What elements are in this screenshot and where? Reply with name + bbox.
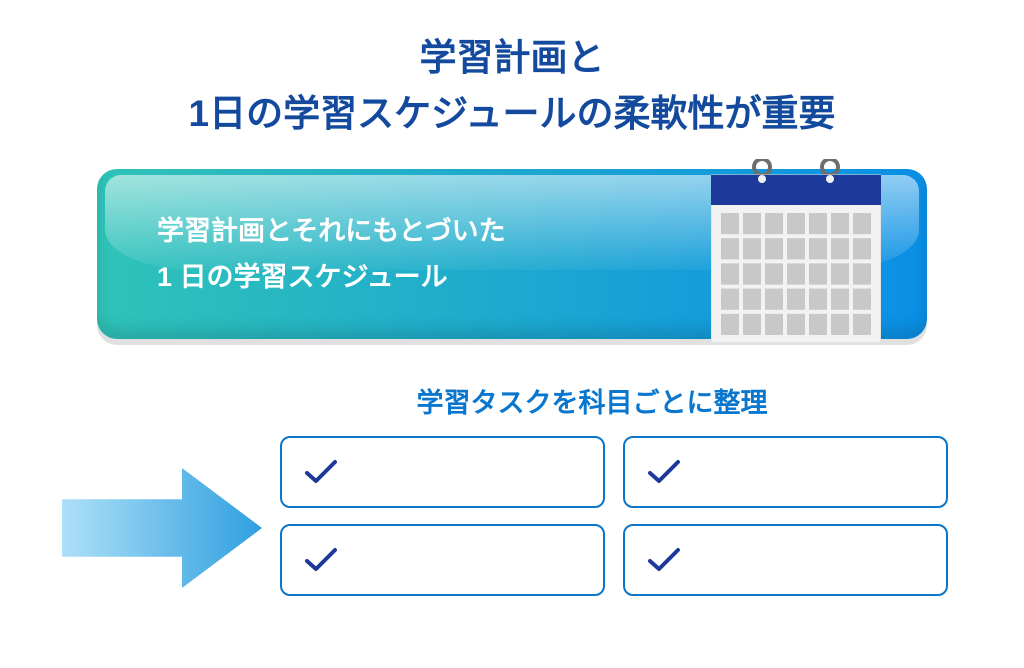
title-line-1: 学習計画と bbox=[0, 30, 1024, 86]
check-icon bbox=[304, 458, 338, 486]
check-icon bbox=[647, 546, 681, 574]
check-icon bbox=[304, 546, 338, 574]
task-box bbox=[280, 436, 605, 508]
task-box bbox=[280, 524, 605, 596]
subtitle: 学習タスクを科目ごとに整理 bbox=[0, 381, 1024, 420]
banner-line-2: 1 日の学習スケジュール bbox=[157, 255, 506, 301]
check-icon bbox=[647, 458, 681, 486]
banner-text: 学習計画とそれにもとづいた 1 日の学習スケジュール bbox=[157, 209, 506, 301]
arrow-icon bbox=[62, 468, 262, 593]
page-title: 学習計画と 1日の学習スケジュールの柔軟性が重要 bbox=[0, 0, 1024, 141]
subtitle-text: 学習タスクを科目ごとに整理 bbox=[417, 388, 768, 418]
lower-section bbox=[0, 436, 1024, 626]
task-box bbox=[623, 436, 948, 508]
banner-line-1: 学習計画とそれにもとづいた bbox=[157, 209, 506, 255]
task-box bbox=[623, 524, 948, 596]
title-line-2: 1日の学習スケジュールの柔軟性が重要 bbox=[0, 86, 1024, 142]
task-grid bbox=[280, 436, 948, 596]
calendar-icon bbox=[711, 159, 881, 348]
plan-banner: 学習計画とそれにもとづいた 1 日の学習スケジュール bbox=[97, 169, 927, 339]
